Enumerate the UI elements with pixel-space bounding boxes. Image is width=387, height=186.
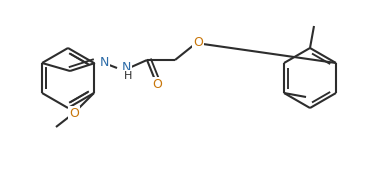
Text: H: H [124,71,132,81]
Text: O: O [193,36,203,49]
Text: N: N [100,55,110,68]
Text: O: O [69,107,79,119]
Text: O: O [152,78,162,91]
Text: N: N [122,60,132,73]
